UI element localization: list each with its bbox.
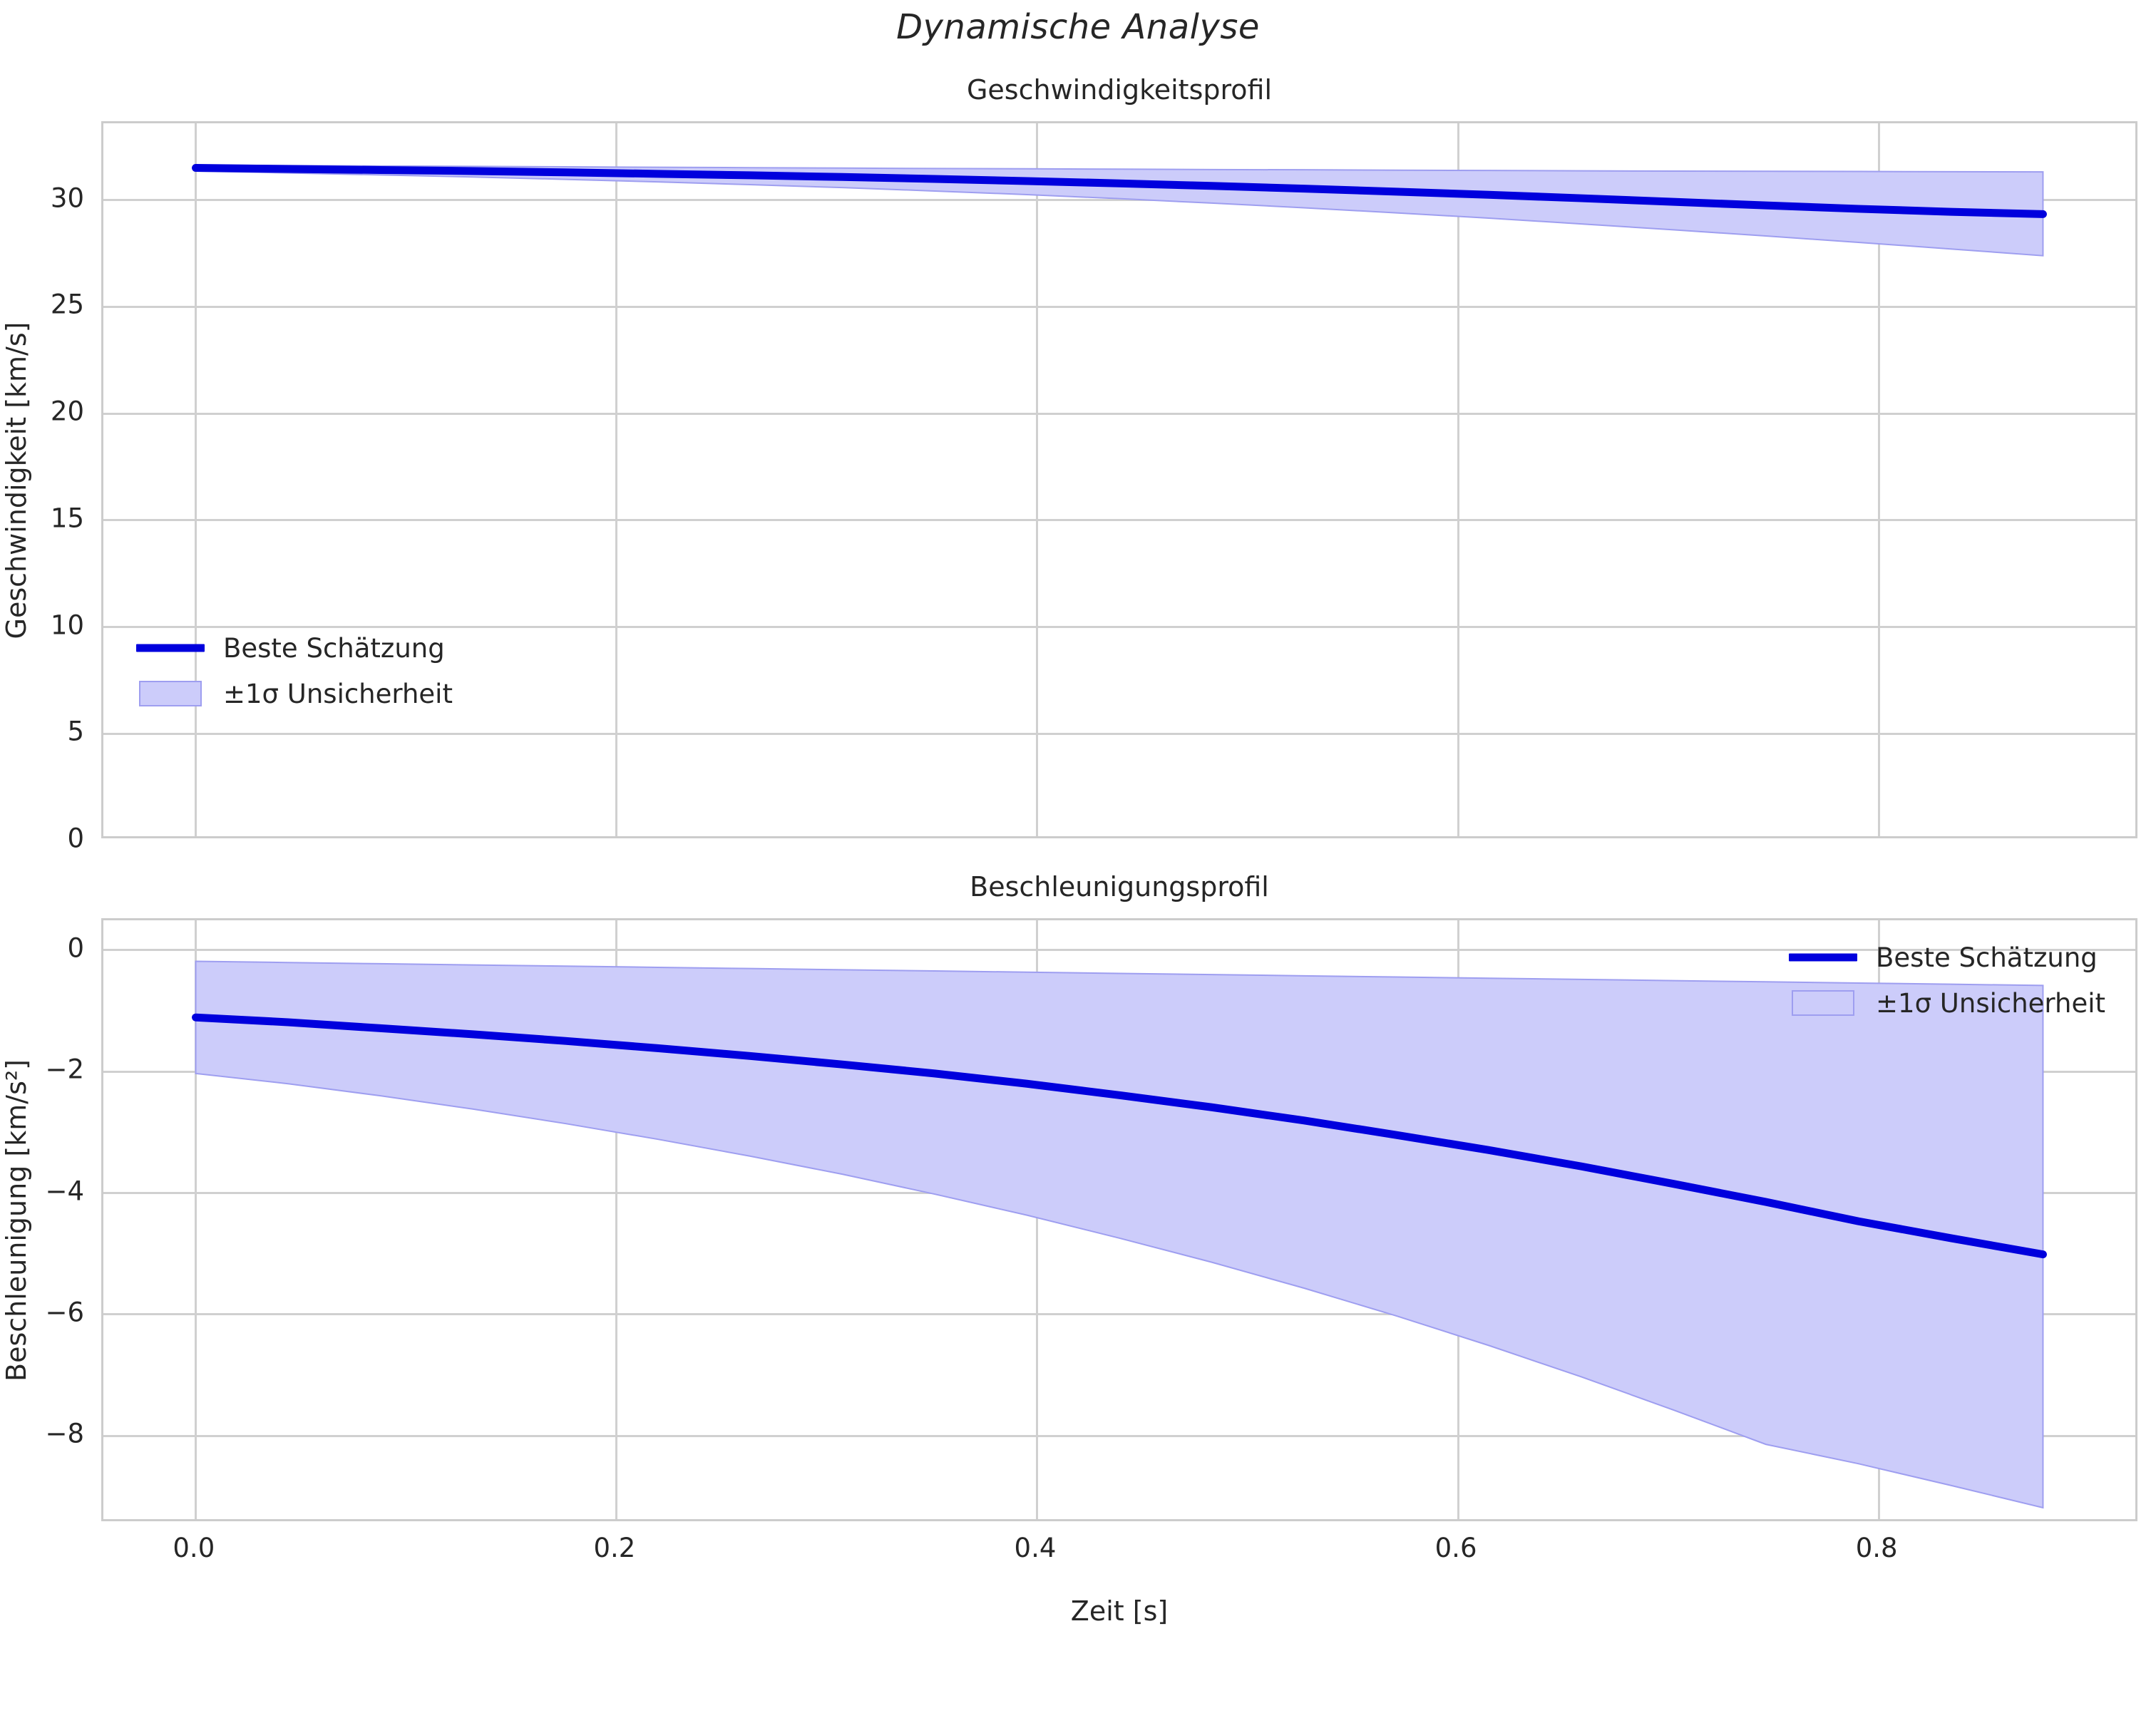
gridline-horizontal xyxy=(103,1434,2135,1437)
ytick-label: −4 xyxy=(45,1176,84,1207)
gridline-horizontal xyxy=(103,199,2135,202)
ytick-labels-velocity: 0 5 10 15 20 25 30 xyxy=(0,121,84,853)
ytick-label: −2 xyxy=(45,1054,84,1085)
gridline-horizontal xyxy=(103,1313,2135,1316)
legend-line-label: Beste Schätzung xyxy=(223,632,445,664)
data-layer-acceleration xyxy=(103,920,2135,1519)
legend-velocity[interactable]: Beste Schätzung ±1σ Unsicherheit xyxy=(125,622,464,719)
legend-band-label: ±1σ Unsicherheit xyxy=(223,678,453,709)
xlabel: Zeit [s] xyxy=(1070,1595,1169,1627)
legend-entry-line: Beste Schätzung xyxy=(136,632,453,664)
axes-acceleration: Beste Schätzung ±1σ Unsicherheit xyxy=(101,918,2137,1521)
ytick-label: 15 xyxy=(50,503,84,534)
legend-entry-band: ±1σ Unsicherheit xyxy=(1789,987,2105,1019)
gridline-vertical xyxy=(615,123,618,836)
subplot-title-velocity: Geschwindigkeitsprofil xyxy=(966,74,1273,106)
best-estimate-line xyxy=(196,168,2043,215)
gridline-horizontal xyxy=(103,412,2135,415)
gridline-horizontal xyxy=(103,626,2135,629)
plot-area-velocity xyxy=(103,123,2135,836)
ytick-label: 30 xyxy=(50,182,84,214)
ytick-label: 5 xyxy=(67,716,84,747)
legend-band-swatch-icon xyxy=(1789,989,1857,1017)
ytick-label: 0 xyxy=(67,932,84,964)
ytick-label: −8 xyxy=(45,1418,84,1449)
xtick-label: 0.2 xyxy=(593,1533,636,1563)
xtick-labels: 0.0 0.2 0.4 0.6 0.8 xyxy=(101,1533,2137,1575)
gridline-vertical xyxy=(615,920,618,1519)
plot-area-acceleration xyxy=(103,920,2135,1519)
xtick-label: 0.0 xyxy=(173,1533,215,1563)
ylabel-velocity: Geschwindigkeit [km/s] xyxy=(1,322,32,639)
gridline-vertical xyxy=(195,920,197,1519)
gridline-horizontal xyxy=(103,732,2135,735)
subplot-title-acceleration: Beschleunigungsprofil xyxy=(970,871,1269,902)
ylabel-acceleration: Beschleunigung [km/s²] xyxy=(1,1059,32,1382)
uncertainty-band xyxy=(196,165,2043,256)
legend-band-swatch-icon xyxy=(136,679,205,708)
xtick-label: 0.4 xyxy=(1014,1533,1057,1563)
legend-line-swatch-icon xyxy=(1789,943,1858,972)
ytick-label: 10 xyxy=(50,610,84,641)
legend-line-label: Beste Schätzung xyxy=(1876,942,2098,973)
ytick-label: 20 xyxy=(50,396,84,427)
xtick-label: 0.6 xyxy=(1434,1533,1477,1563)
data-layer-velocity xyxy=(103,123,2135,836)
gridline-vertical xyxy=(1877,123,1880,836)
legend-entry-band: ±1σ Unsicherheit xyxy=(136,678,453,709)
best-estimate-line xyxy=(196,1017,2043,1254)
gridline-vertical xyxy=(1036,920,1039,1519)
ytick-label: −6 xyxy=(45,1297,84,1328)
gridline-vertical xyxy=(1036,123,1039,836)
legend-line-swatch-icon xyxy=(136,634,205,662)
legend-band-label: ±1σ Unsicherheit xyxy=(1876,987,2105,1019)
gridline-vertical xyxy=(1457,123,1459,836)
gridline-horizontal xyxy=(103,949,2135,952)
axes-velocity: Beste Schätzung ±1σ Unsicherheit xyxy=(101,121,2137,838)
gridline-horizontal xyxy=(103,305,2135,308)
ytick-label: 0 xyxy=(67,823,84,854)
xtick-label: 0.8 xyxy=(1855,1533,1898,1563)
figure-suptitle: Dynamische Analyse xyxy=(896,7,1260,47)
legend-entry-line: Beste Schätzung xyxy=(1789,942,2105,973)
uncertainty-band xyxy=(196,962,2043,1508)
ytick-label: 25 xyxy=(50,289,84,320)
gridline-horizontal xyxy=(103,519,2135,522)
legend-acceleration[interactable]: Beste Schätzung ±1σ Unsicherheit xyxy=(1777,932,2117,1029)
gridline-vertical xyxy=(195,123,197,836)
ytick-labels-acceleration: 0 −2 −4 −6 −8 xyxy=(0,918,84,1521)
